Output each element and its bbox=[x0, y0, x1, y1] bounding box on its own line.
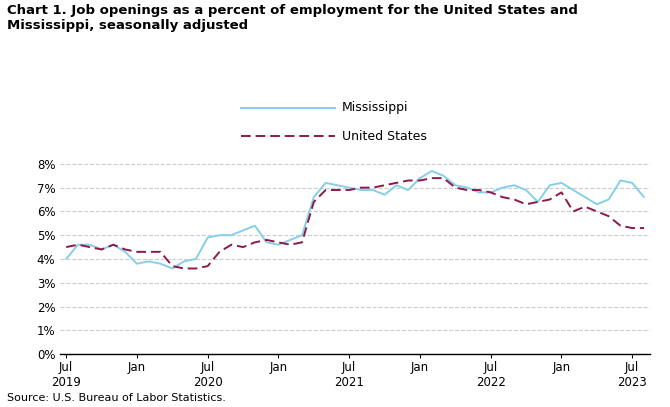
Text: Mississippi: Mississippi bbox=[342, 101, 408, 114]
Text: United States: United States bbox=[342, 130, 427, 143]
Text: Chart 1. Job openings as a percent of employment for the United States and
Missi: Chart 1. Job openings as a percent of em… bbox=[7, 4, 578, 32]
Text: Source: U.S. Bureau of Labor Statistics.: Source: U.S. Bureau of Labor Statistics. bbox=[7, 393, 226, 403]
